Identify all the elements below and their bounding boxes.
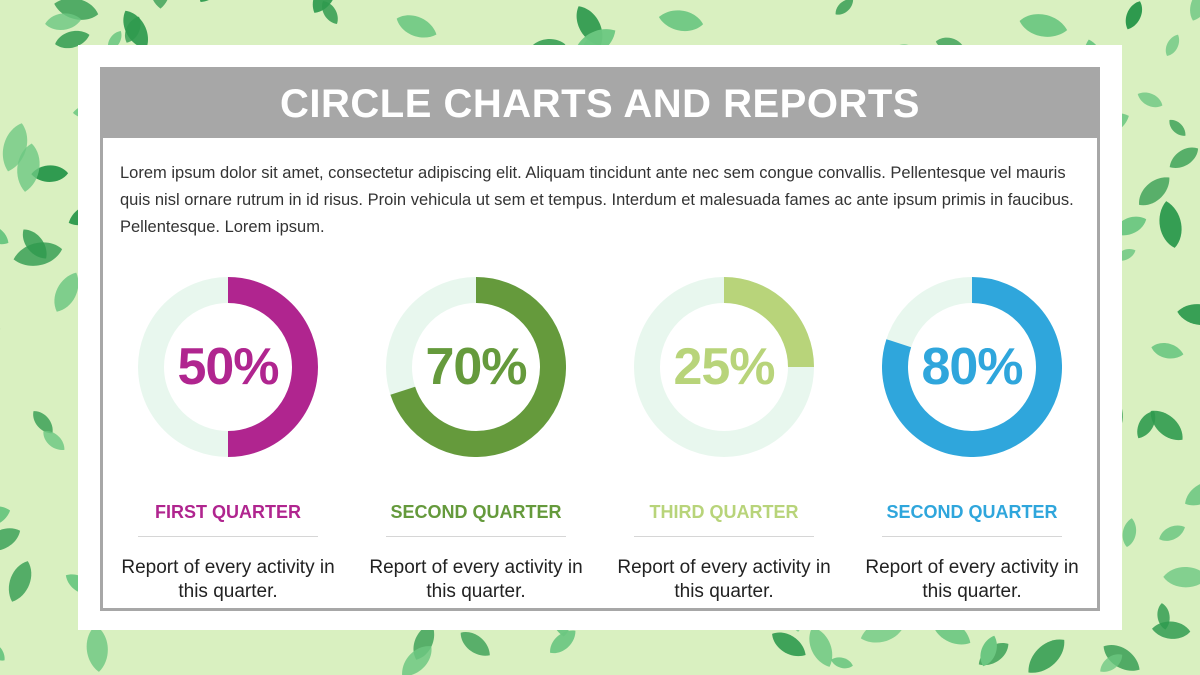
divider xyxy=(138,536,318,537)
leaf-shape xyxy=(1150,410,1183,441)
content-frame: CIRCLE CHARTS AND REPORTS Lorem ipsum do… xyxy=(100,67,1100,611)
leaf-shape xyxy=(22,229,47,259)
donut-svg xyxy=(634,277,814,457)
donut-svg xyxy=(386,277,566,457)
donut-chart-2: 25% xyxy=(634,277,814,457)
leaf-shape xyxy=(809,627,833,667)
leaf-shape xyxy=(1159,201,1182,248)
leaf-shape xyxy=(43,431,65,450)
donut-chart-1: 70% xyxy=(386,277,566,457)
divider xyxy=(634,536,814,537)
donut-svg xyxy=(138,277,318,457)
intro-paragraph: Lorem ipsum dolor sit amet, consectetur … xyxy=(120,164,1074,236)
donut-chart-0: 50% xyxy=(138,277,318,457)
leaf-shape xyxy=(1152,621,1191,639)
leaf-shape xyxy=(0,528,21,551)
leaf-shape xyxy=(402,646,432,675)
leaf-shape xyxy=(54,272,79,312)
leaf-shape xyxy=(830,657,853,669)
leaf-shape xyxy=(1185,481,1200,506)
leaf-shape xyxy=(1177,304,1200,326)
leaf-shape xyxy=(1139,177,1170,206)
leaf-shape xyxy=(1137,411,1156,439)
leaf-shape xyxy=(1169,119,1186,136)
leaf-shape xyxy=(0,224,9,245)
percent-label: 25% xyxy=(673,338,775,396)
page-title: CIRCLE CHARTS AND REPORTS xyxy=(280,81,920,126)
percent-label: 80% xyxy=(921,338,1023,396)
leaf-shape xyxy=(31,165,69,182)
leaf-shape xyxy=(550,630,576,654)
leaf-shape xyxy=(322,1,338,24)
leaf-shape xyxy=(55,30,90,49)
donut-arc xyxy=(390,277,566,457)
leaf-shape xyxy=(1165,34,1180,56)
leaf-shape xyxy=(980,635,997,667)
leaf-shape xyxy=(772,632,806,657)
donut-arc xyxy=(227,277,318,457)
donut-svg xyxy=(882,277,1062,457)
quarter-label: SECOND QUARTER xyxy=(390,502,562,522)
donut-charts-row: 50% FIRST QUARTER Report of every activi… xyxy=(103,270,1097,602)
quarter-description: Report of every activity in this quarter… xyxy=(617,557,831,602)
leaf-shape xyxy=(658,10,704,32)
leaf-shape xyxy=(1100,654,1123,672)
leaf-shape xyxy=(199,0,230,2)
leaf-shape xyxy=(17,143,40,192)
leaf-shape xyxy=(460,632,490,656)
leaf-shape xyxy=(1169,147,1199,168)
title-bar: CIRCLE CHARTS AND REPORTS xyxy=(103,70,1097,138)
leaf-shape xyxy=(0,506,11,528)
leaf-shape xyxy=(835,0,854,15)
leaf-shape xyxy=(33,411,53,434)
leaf-shape xyxy=(1019,14,1068,37)
leaf-shape xyxy=(149,0,171,9)
leaf-shape xyxy=(8,561,32,602)
quarter-label: FIRST QUARTER xyxy=(155,502,301,522)
leaf-shape xyxy=(1190,0,1200,21)
leaf-shape xyxy=(396,15,437,38)
leaf-shape xyxy=(1028,639,1065,673)
percent-label: 50% xyxy=(177,338,279,396)
leaf-shape xyxy=(0,640,5,661)
quarter-description: Report of every activity in this quarter… xyxy=(865,557,1079,602)
leaf-shape xyxy=(0,326,1,337)
leaf-shape xyxy=(1151,342,1184,359)
leaf-shape xyxy=(45,13,82,30)
leaf-shape xyxy=(86,625,108,672)
leaf-shape xyxy=(1122,518,1137,547)
leaf-shape xyxy=(1125,1,1143,30)
quarter-description: Report of every activity in this quarter… xyxy=(121,557,335,602)
leaf-shape xyxy=(1163,567,1200,588)
donut-arc xyxy=(882,277,1062,457)
leaf-shape xyxy=(124,16,141,43)
quarter-description: Report of every activity in this quarter… xyxy=(369,557,583,602)
quarter-label: SECOND QUARTER xyxy=(886,502,1058,522)
divider xyxy=(386,536,566,537)
divider xyxy=(882,536,1062,537)
leaf-shape xyxy=(1137,92,1163,108)
slide-card: CIRCLE CHARTS AND REPORTS Lorem ipsum do… xyxy=(78,45,1122,630)
quarter-label: THIRD QUARTER xyxy=(649,502,799,522)
leaf-shape xyxy=(1159,525,1185,541)
donut-arc xyxy=(723,277,814,368)
donut-chart-3: 80% xyxy=(882,277,1062,457)
percent-label: 70% xyxy=(425,338,527,396)
leaf-shape xyxy=(312,0,337,13)
